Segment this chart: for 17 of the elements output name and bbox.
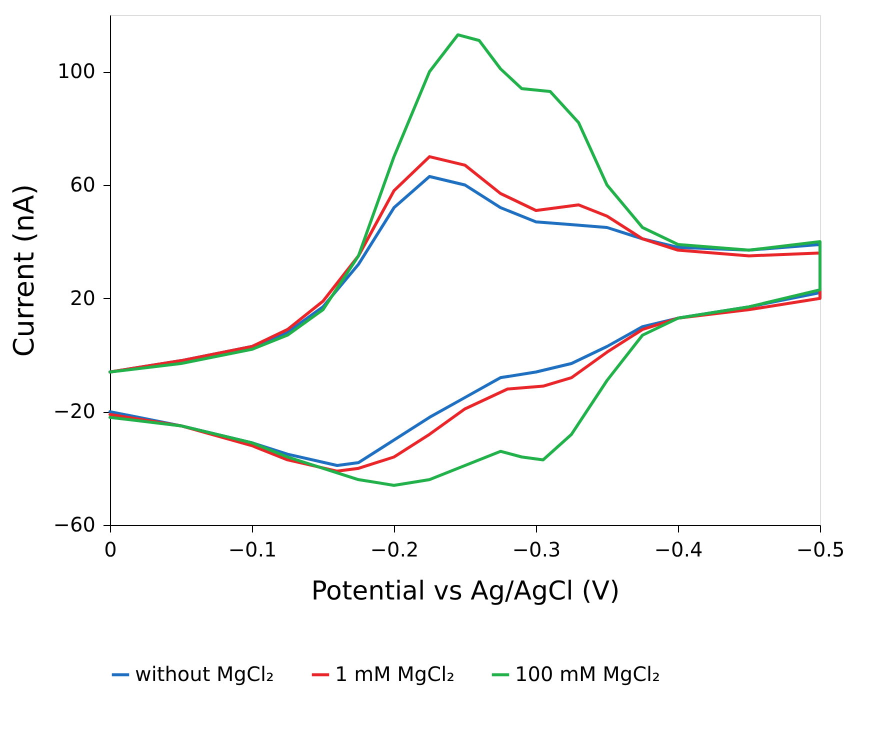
y-tick-label: 20 (70, 286, 96, 310)
x-tick-label: −0.1 (228, 538, 277, 562)
x-tick-label: −0.5 (796, 538, 845, 562)
x-axis-title: Potential vs Ag/AgCl (V) (311, 576, 620, 606)
x-tick-label: 0 (104, 538, 117, 562)
x-tick-label: −0.4 (654, 538, 703, 562)
legend-label: without MgCl₂ (135, 662, 274, 686)
y-tick-label: −60 (53, 512, 96, 536)
x-tick-label: −0.3 (512, 538, 561, 562)
line-series (108, 33, 822, 487)
y-axis-title: Current (nA) (7, 184, 40, 357)
y-tick-label: −20 (53, 399, 96, 424)
legend-label: 100 mM MgCl₂ (515, 662, 660, 686)
y-tick-label: 60 (70, 172, 96, 196)
legend-label: 1 mM MgCl₂ (335, 662, 455, 686)
x-tick-label: −0.2 (370, 538, 419, 562)
y-tick-label: 100 (57, 59, 96, 84)
